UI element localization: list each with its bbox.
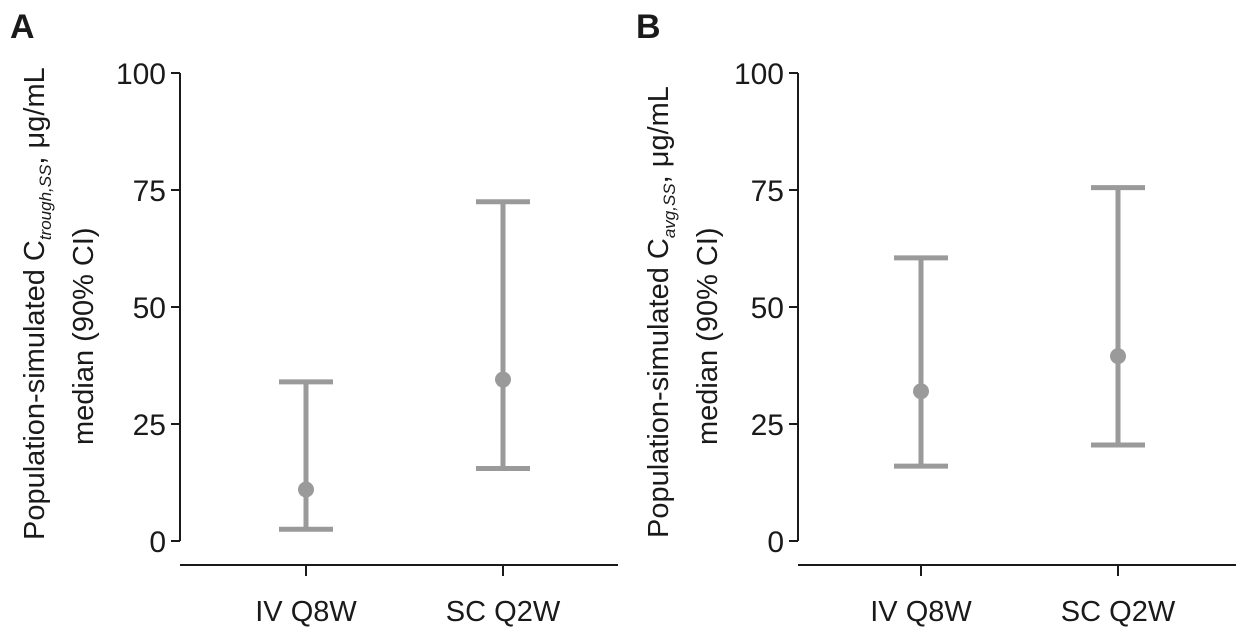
median-point-b-0 (913, 383, 929, 400)
y-tick-label-a-25: 25 (133, 409, 166, 442)
y-tick-label-a-75: 75 (133, 175, 166, 208)
panel-letter-a: A (10, 8, 35, 46)
plot-area-b: 0 25 50 75 100 IV Q8W SC Q2W (734, 58, 1236, 628)
panel-b: B Population-simulated Cavg,SS, μg/mL me… (636, 8, 1236, 628)
y-tick-label-b-100: 100 (734, 58, 784, 91)
median-point-a-0 (298, 481, 314, 498)
y-tick-label-b-0: 0 (767, 526, 784, 559)
y-tick-label-b-25: 25 (751, 409, 784, 442)
y-axis-label-a: Population-simulated Ctrough,SS, μg/mL (19, 67, 55, 540)
x-tick-label-b-1: SC Q2W (1061, 596, 1176, 628)
y-axis-label-line2-b: median (90% CI) (692, 227, 724, 445)
x-tick-label-b-0: IV Q8W (870, 596, 972, 628)
y-tick-label-b-75: 75 (751, 175, 784, 208)
y-axis-label-b: Population-simulated Cavg,SS, μg/mL (643, 86, 679, 538)
y-tick-label-a-0: 0 (149, 526, 166, 559)
x-tick-label-a-1: SC Q2W (446, 596, 561, 628)
x-tick-label-a-0: IV Q8W (255, 596, 357, 628)
panel-a: A Population-simulated Ctrough,SS, μg/mL… (10, 8, 618, 628)
plot-area-a: 0 25 50 75 100 IV Q8W SC Q2W (116, 58, 618, 628)
median-point-b-1 (1110, 348, 1126, 365)
y-axis-label-line2-a: median (90% CI) (68, 227, 100, 445)
y-tick-label-b-50: 50 (751, 292, 784, 325)
median-point-a-1 (495, 371, 511, 388)
y-tick-label-a-50: 50 (133, 292, 166, 325)
panel-letter-b: B (636, 8, 661, 46)
y-tick-label-a-100: 100 (116, 58, 166, 91)
